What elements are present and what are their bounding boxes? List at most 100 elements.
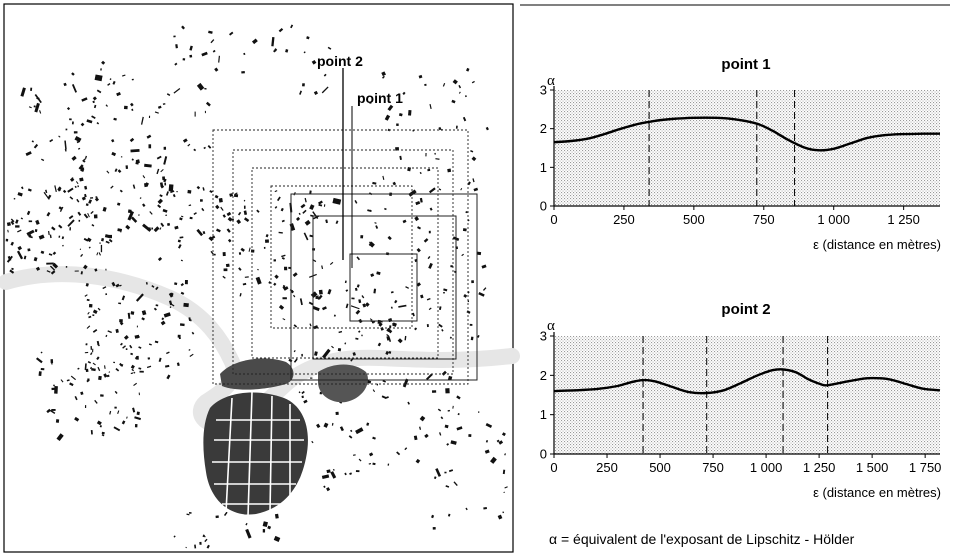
- y-tick-label: 1: [540, 407, 547, 422]
- building: [396, 123, 399, 126]
- building: [490, 456, 497, 464]
- alpha-definition: α = équivalent de l'exposant de Lipschit…: [549, 531, 855, 547]
- building: [466, 67, 470, 72]
- building: [205, 101, 211, 107]
- building: [301, 395, 304, 399]
- building: [147, 357, 151, 360]
- building: [447, 513, 451, 517]
- building: [142, 203, 146, 207]
- building: [293, 358, 298, 363]
- building: [428, 307, 432, 311]
- x-tick-label: 250: [596, 460, 618, 475]
- x-tick-label: 0: [550, 460, 557, 475]
- building: [65, 266, 68, 268]
- building: [390, 306, 393, 309]
- building: [483, 507, 487, 510]
- building: [130, 352, 134, 356]
- building: [94, 399, 98, 404]
- building: [129, 137, 135, 143]
- building: [333, 314, 336, 317]
- building: [109, 410, 112, 415]
- building: [350, 305, 360, 310]
- building: [122, 345, 126, 349]
- building: [148, 144, 152, 149]
- building: [74, 396, 78, 401]
- building: [164, 364, 170, 368]
- building: [344, 472, 347, 476]
- building: [108, 238, 113, 243]
- building: [243, 52, 246, 56]
- building: [412, 312, 415, 317]
- building: [469, 323, 473, 326]
- building: [256, 209, 260, 213]
- chart1-x-label: ε (distance en mètres): [813, 237, 941, 252]
- building: [55, 419, 60, 423]
- building: [58, 186, 62, 190]
- building: [154, 340, 159, 344]
- y-tick-label: 1: [540, 160, 547, 175]
- building: [497, 514, 503, 520]
- building: [162, 208, 168, 213]
- building: [227, 216, 233, 222]
- building: [180, 291, 185, 295]
- building: [142, 175, 146, 179]
- building: [13, 197, 16, 200]
- building: [69, 227, 71, 231]
- building: [174, 225, 179, 230]
- building: [281, 256, 285, 260]
- building: [54, 386, 58, 394]
- building: [478, 411, 480, 413]
- building: [74, 270, 79, 272]
- building: [281, 219, 285, 223]
- building: [356, 256, 361, 261]
- building: [251, 38, 258, 45]
- building: [6, 222, 11, 227]
- building: [151, 227, 154, 230]
- building: [84, 405, 87, 408]
- building: [100, 244, 103, 253]
- building: [92, 100, 95, 104]
- building: [318, 289, 323, 295]
- building: [28, 106, 32, 109]
- building: [189, 54, 193, 58]
- building: [92, 314, 95, 317]
- building: [348, 435, 353, 439]
- building: [306, 36, 310, 40]
- building: [168, 184, 174, 192]
- building: [35, 266, 41, 271]
- building: [268, 281, 271, 284]
- building: [462, 116, 467, 122]
- building: [191, 331, 195, 335]
- building: [71, 121, 74, 125]
- building: [419, 197, 423, 203]
- building: [361, 295, 365, 299]
- building: [414, 216, 420, 222]
- building: [312, 211, 319, 220]
- building: [39, 110, 42, 114]
- building: [91, 115, 96, 120]
- building: [435, 158, 440, 160]
- building: [131, 78, 134, 81]
- building: [404, 447, 408, 451]
- building: [138, 367, 142, 370]
- building: [131, 108, 134, 111]
- building: [48, 230, 50, 236]
- building: [48, 253, 53, 256]
- building: [236, 219, 242, 225]
- x-tick-label: 1 000: [750, 460, 783, 475]
- building: [157, 204, 162, 209]
- building: [394, 299, 398, 304]
- building: [240, 247, 245, 252]
- building: [46, 408, 51, 414]
- building: [125, 224, 131, 230]
- building: [238, 252, 242, 255]
- building: [92, 309, 98, 314]
- building: [10, 241, 14, 246]
- building: [265, 234, 269, 238]
- building: [299, 90, 303, 95]
- building: [301, 353, 303, 357]
- building: [121, 295, 126, 301]
- building: [281, 254, 286, 258]
- building: [352, 352, 356, 356]
- building: [7, 229, 9, 233]
